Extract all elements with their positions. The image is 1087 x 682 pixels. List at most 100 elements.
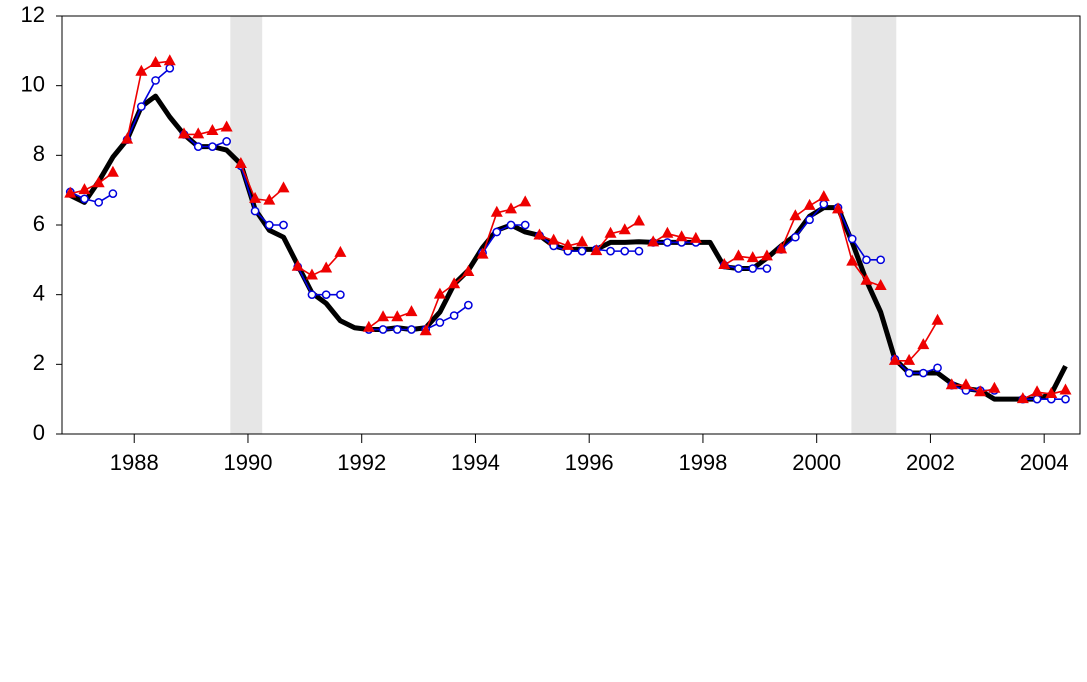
point (620, 246, 630, 256)
point (689, 231, 702, 243)
point (847, 234, 857, 244)
point (577, 246, 587, 256)
point (931, 313, 944, 325)
point (165, 63, 175, 73)
y-tick-label: 2 (33, 350, 45, 375)
point (407, 325, 416, 334)
point (959, 378, 972, 390)
point (135, 64, 148, 76)
point (121, 132, 134, 144)
x-tick-label: 1988 (110, 450, 159, 475)
point (163, 54, 176, 66)
point (177, 127, 190, 139)
point (789, 209, 802, 221)
line (69, 191, 114, 204)
y-tick-label: 12 (21, 2, 45, 27)
x-tick-label: 1994 (451, 450, 500, 475)
y-tick-label: 8 (33, 141, 45, 166)
point (760, 249, 773, 261)
point (1045, 386, 1058, 398)
point (675, 230, 688, 242)
x-tick-label: 2004 (1020, 450, 1069, 475)
y-tick-label: 0 (33, 420, 45, 445)
point (803, 198, 816, 210)
point (904, 368, 914, 378)
line (595, 220, 640, 252)
point (307, 290, 317, 300)
recession-band (851, 16, 897, 434)
point (547, 233, 560, 245)
line (652, 232, 696, 244)
point (846, 254, 859, 266)
y-tick-label: 10 (21, 71, 45, 96)
point (1061, 394, 1070, 404)
point (305, 268, 318, 280)
point (336, 290, 345, 300)
line (837, 207, 881, 261)
point (249, 191, 262, 203)
point (291, 259, 304, 271)
point (876, 255, 886, 265)
point (435, 318, 445, 327)
point (1059, 383, 1072, 395)
point (463, 300, 473, 310)
y-tick-label: 6 (33, 211, 45, 236)
point (805, 215, 814, 225)
point (832, 202, 845, 214)
line (724, 264, 767, 270)
point (519, 195, 532, 207)
point (334, 245, 347, 257)
point (590, 244, 603, 256)
recession-band (230, 16, 263, 434)
point (222, 137, 231, 146)
point (419, 324, 432, 336)
point (903, 353, 916, 365)
point (874, 278, 887, 290)
line (538, 234, 583, 252)
point (647, 235, 660, 247)
point (64, 186, 77, 198)
line (481, 201, 526, 255)
point (1032, 394, 1042, 404)
point (734, 264, 743, 273)
point (817, 190, 830, 202)
line (297, 252, 341, 277)
point (263, 193, 276, 205)
point (888, 353, 901, 365)
point (391, 310, 404, 322)
point (819, 199, 829, 209)
line (297, 266, 341, 296)
point (661, 226, 674, 238)
point (506, 220, 516, 230)
point (974, 385, 987, 397)
x-tick-label: 1996 (565, 450, 614, 475)
point (492, 227, 502, 237)
line (183, 133, 227, 148)
point (220, 120, 233, 132)
point (80, 194, 89, 204)
point (718, 258, 731, 270)
point (234, 157, 247, 169)
point (92, 176, 105, 188)
line (481, 224, 526, 254)
point (193, 142, 203, 151)
point (860, 273, 873, 285)
point (94, 198, 104, 207)
point (279, 220, 288, 230)
y-tick-label: 4 (33, 280, 45, 305)
x-tick-label: 1992 (337, 450, 386, 475)
point (862, 255, 871, 265)
point (576, 235, 589, 247)
x-tick-label: 1990 (223, 450, 272, 475)
line (780, 203, 825, 250)
point (362, 320, 375, 332)
point (634, 246, 644, 256)
point (448, 277, 461, 289)
point (732, 249, 745, 261)
point (490, 205, 503, 217)
point (405, 305, 418, 317)
point (606, 246, 615, 256)
point (106, 165, 119, 177)
